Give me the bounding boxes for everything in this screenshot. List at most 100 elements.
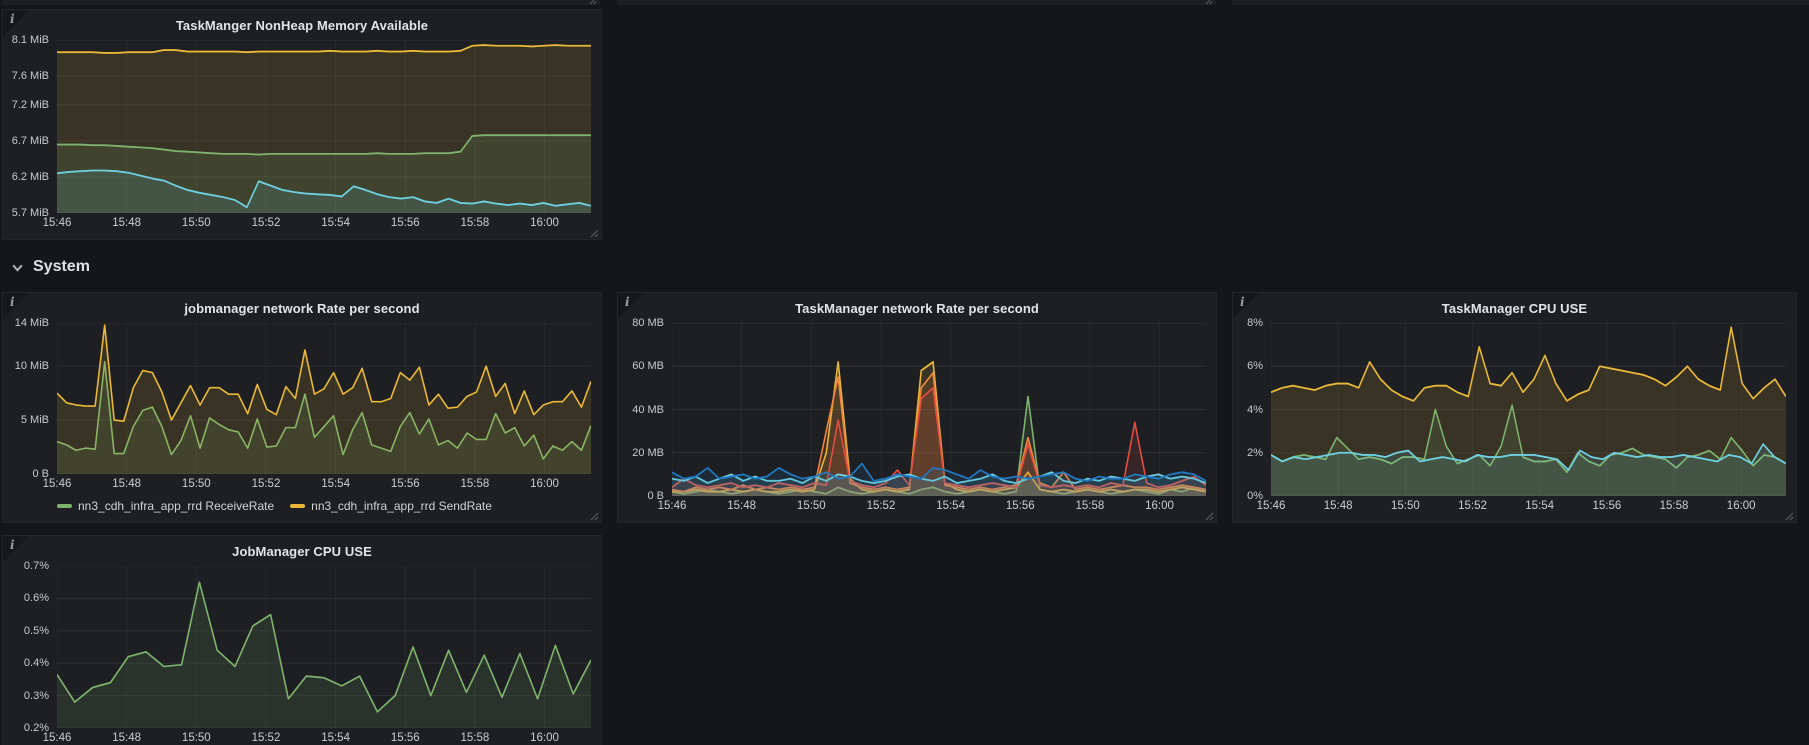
- legend-series-color: [290, 504, 306, 508]
- y-tick-label: 40 MB: [632, 403, 664, 416]
- y-tick-label: 0.7%: [23, 560, 49, 572]
- x-tick-label: 15:50: [796, 500, 826, 512]
- x-tick-label: 15:48: [1323, 500, 1353, 512]
- y-tick-label: 80 MB: [632, 317, 664, 329]
- y-axis: 14 MiB 10 MiB 5 MiB 0 B: [13, 317, 57, 480]
- x-axis: 15:46 15:48 15:50 15:52 15:54 15:56 15:58 16:00: [43, 213, 591, 233]
- y-tick-label: 0 B: [32, 468, 49, 480]
- x-tick-label: 15:58: [460, 478, 490, 490]
- legend-series-color: [57, 504, 72, 508]
- legend-series-label: nn3_cdh_infra_app_rrd SendRate: [311, 499, 492, 513]
- y-axis: 8.1 MiB 7.6 MiB 7.2 MiB 6.7 MiB 6.2 MiB 5.7 M…: [11, 34, 57, 219]
- y-tick-label: 6.2 MiB: [11, 170, 49, 183]
- x-axis: 15:46 15:48 15:50 15:52 15:54 15:56 15:58 16:00: [658, 496, 1206, 516]
- x-tick-label: 15:48: [727, 500, 757, 512]
- y-tick-label: 4%: [1247, 403, 1263, 416]
- chart-plot-area[interactable]: [57, 40, 591, 213]
- x-tick-label: 15:54: [321, 732, 350, 744]
- x-tick-label: 15:48: [112, 478, 142, 490]
- x-tick-label: 15:52: [251, 732, 281, 744]
- y-tick-label: 5.7 MiB: [11, 207, 49, 219]
- x-tick-label: 15:52: [866, 500, 896, 512]
- panel-taskmanager-cpu-use: i TaskManager CPU USE 8% 6% 4% 2% 0% 15:46 15…: [1232, 292, 1797, 523]
- x-tick-label: 15:50: [1390, 500, 1420, 512]
- x-tick-label: 16:00: [1145, 500, 1174, 512]
- y-tick-label: 6%: [1247, 360, 1263, 373]
- panel-title[interactable]: TaskManager CPU USE: [1441, 300, 1588, 316]
- x-tick-label: 15:52: [251, 217, 281, 229]
- x-tick-label: 15:52: [1458, 500, 1487, 512]
- x-tick-label: 15:56: [390, 732, 420, 744]
- x-tick-label: 15:58: [1075, 500, 1105, 512]
- x-tick-label: 15:52: [251, 478, 281, 490]
- panel-taskmanger-nonheap-memory: i TaskManger NonHeap Memory Available 8.…: [2, 9, 602, 240]
- legend-series-label: nn3_cdh_infra_app_rrd ReceiveRate: [78, 499, 275, 513]
- info-icon: i: [625, 295, 630, 309]
- legend-item[interactable]: nn3_cdh_infra_app_rrd SendRate: [290, 499, 492, 513]
- panel-partial-top-center: [617, 0, 1216, 5]
- x-axis: 15:46 15:48 15:50 15:52 15:54 15:56 15:58 16:00: [43, 474, 591, 494]
- x-tick-label: 15:50: [181, 732, 211, 744]
- y-tick-label: 0.4%: [23, 657, 49, 670]
- x-axis: 15:46 15:48 15:50 15:52 15:54 15:56 15:58 16:00: [1257, 496, 1786, 516]
- y-tick-label: 14 MiB: [14, 317, 49, 329]
- x-tick-label: 16:00: [530, 732, 559, 744]
- y-tick-label: 20 MB: [632, 446, 664, 459]
- y-axis: 0.7% 0.6% 0.5% 0.4% 0.3% 0.2%: [13, 560, 57, 734]
- x-tick-label: 15:58: [460, 217, 490, 229]
- x-tick-label: 16:00: [1726, 500, 1756, 512]
- panel-resize-handle[interactable]: [1785, 512, 1794, 521]
- panel-taskmanager-network-rate: i TaskManager network Rate per second 80…: [617, 292, 1217, 523]
- y-tick-label: 2%: [1247, 446, 1263, 459]
- info-icon: i: [10, 295, 15, 309]
- y-tick-label: 0.3%: [23, 689, 49, 702]
- panel-resize-handle[interactable]: [589, 0, 597, 5]
- chart-plot-area[interactable]: [1271, 323, 1786, 496]
- x-tick-label: 15:46: [657, 500, 687, 512]
- chart-plot-area[interactable]: [57, 323, 591, 474]
- panel-partial-top-right: [1232, 0, 1809, 5]
- info-icon: i: [10, 12, 15, 26]
- legend-item[interactable]: nn3_cdh_infra_app_rrd ReceiveRate: [57, 499, 274, 513]
- x-tick-label: 15:58: [460, 732, 490, 744]
- y-tick-label: 6.7 MiB: [11, 134, 49, 147]
- y-tick-label: 0.5%: [23, 624, 49, 637]
- x-tick-label: 15:58: [1659, 500, 1689, 512]
- panel-title[interactable]: TaskManger NonHeap Memory Available: [175, 17, 429, 33]
- y-tick-label: 0.6%: [23, 592, 49, 605]
- y-tick-label: 8%: [1247, 317, 1263, 329]
- section-label: System: [33, 258, 90, 275]
- info-icon: i: [10, 538, 15, 552]
- chevron-down-icon: [12, 264, 23, 272]
- panel-resize-handle[interactable]: [590, 512, 599, 521]
- x-tick-label: 15:50: [181, 217, 211, 229]
- chart-legend: nn3_cdh_infra_app_rrd ReceiveRate nn3_cdh…: [57, 496, 591, 516]
- chart-plot-area[interactable]: [57, 566, 591, 728]
- panel-title[interactable]: TaskManager network Rate per second: [795, 300, 1039, 316]
- panel-resize-handle[interactable]: [1205, 0, 1213, 5]
- panel-resize-handle[interactable]: [590, 229, 599, 238]
- x-tick-label: 15:56: [1592, 500, 1622, 512]
- row-section-system[interactable]: System: [6, 251, 90, 283]
- x-tick-label: 15:56: [390, 478, 420, 490]
- x-tick-label: 15:46: [42, 732, 72, 744]
- x-tick-label: 16:00: [530, 217, 559, 229]
- y-axis: 8% 6% 4% 2% 0%: [1243, 317, 1271, 502]
- y-tick-label: 8.1 MiB: [11, 34, 49, 46]
- x-tick-label: 15:48: [112, 217, 142, 229]
- panel-resize-handle[interactable]: [1205, 512, 1214, 521]
- y-tick-label: 5 MiB: [20, 414, 49, 427]
- x-tick-label: 15:56: [1005, 500, 1035, 512]
- panel-jobmanager-network-rate: i jobmanager network Rate per second 14 …: [2, 292, 602, 523]
- chart-plot-area[interactable]: [672, 323, 1206, 496]
- y-tick-label: 0 B: [647, 490, 664, 502]
- panel-title[interactable]: JobManager CPU USE: [232, 543, 372, 559]
- y-tick-label: 7.2 MiB: [11, 98, 49, 111]
- x-tick-label: 15:46: [42, 478, 72, 490]
- panel-title[interactable]: jobmanager network Rate per second: [184, 300, 420, 316]
- x-tick-label: 15:46: [1256, 500, 1286, 512]
- y-axis: 80 MB 60 MB 40 MB 20 MB 0 B: [628, 317, 672, 502]
- y-tick-label: 0.2%: [23, 722, 49, 734]
- panel-partial-top-left: [2, 0, 600, 5]
